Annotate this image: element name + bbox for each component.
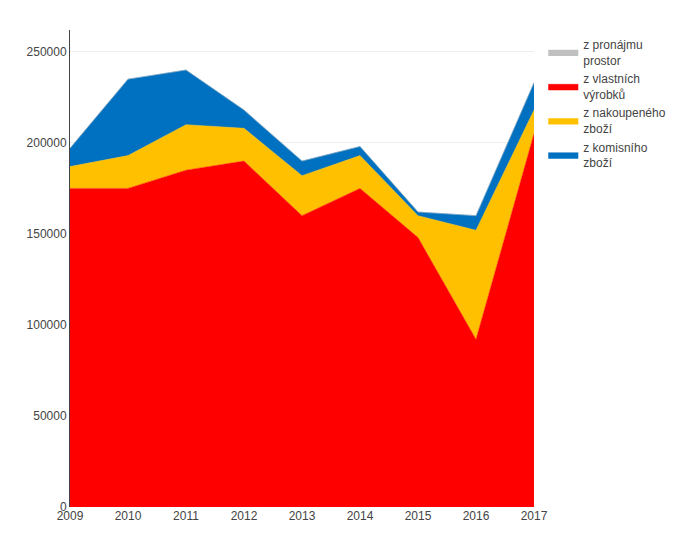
svg-text:z nakoupenéhozboží: z nakoupenéhozboží	[583, 106, 665, 136]
svg-text:z komisníhozboží: z komisníhozboží	[583, 141, 647, 171]
svg-text:2013: 2013	[289, 509, 316, 523]
svg-text:2016: 2016	[463, 509, 490, 523]
svg-text:z vlastníchvýrobků: z vlastníchvýrobků	[583, 72, 640, 102]
svg-text:z pronájmuprostor: z pronájmuprostor	[583, 38, 642, 68]
svg-text:2012: 2012	[231, 509, 258, 523]
svg-text:200000: 200000	[27, 136, 67, 150]
svg-text:2014: 2014	[347, 509, 374, 523]
svg-text:100000: 100000	[27, 318, 67, 332]
svg-text:2009: 2009	[57, 509, 84, 523]
svg-text:150000: 150000	[27, 227, 67, 241]
svg-text:50000: 50000	[33, 409, 67, 423]
svg-text:2017: 2017	[521, 509, 548, 523]
svg-text:2011: 2011	[173, 509, 199, 523]
svg-text:2015: 2015	[405, 509, 432, 523]
svg-text:2010: 2010	[115, 509, 142, 523]
svg-text:250000: 250000	[27, 45, 67, 59]
svg-text:0: 0	[60, 500, 67, 514]
